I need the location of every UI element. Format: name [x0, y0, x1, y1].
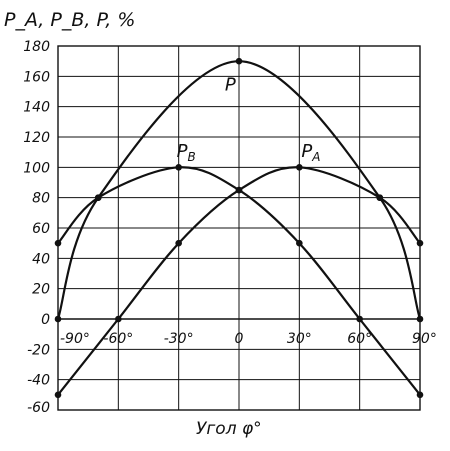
data-point [296, 239, 303, 247]
series-label-pa: PA [301, 141, 320, 164]
x-tick-label: -90° [60, 331, 90, 347]
data-point [416, 315, 424, 323]
grid [57, 45, 421, 411]
y-tick-label: -20 [27, 342, 50, 358]
data-point [94, 194, 102, 201]
y-tick-label: 140 [23, 100, 50, 116]
data-point [416, 391, 424, 399]
x-tick-label: -30° [164, 331, 194, 347]
curves [54, 57, 424, 399]
series-label-p: P [225, 75, 236, 96]
y-tick-label: 40 [32, 251, 50, 267]
y-tick-label: 160 [23, 69, 50, 85]
x-tick-label: 90° [412, 331, 437, 347]
data-point [175, 239, 182, 247]
y-tick-label: 60 [32, 221, 50, 237]
data-point [115, 315, 122, 323]
data-point [54, 239, 62, 247]
y-axis-label: P_A, P_B, P, % [4, 9, 135, 31]
y-tick-label: 100 [23, 160, 50, 176]
x-tick-label: 0 [235, 331, 244, 347]
x-tick-label: 30° [287, 331, 312, 347]
data-point [416, 239, 424, 247]
y-tick-label: 120 [23, 130, 50, 146]
x-axis-label: Угол φ° [196, 419, 262, 439]
y-tick-label: 80 [32, 191, 50, 207]
data-point [356, 315, 363, 323]
data-point [296, 164, 303, 171]
x-tick-label: 60° [347, 331, 372, 347]
y-tick-label: 20 [32, 282, 50, 298]
y-tick-label: -60 [27, 400, 50, 416]
y-tick-label: 0 [41, 312, 50, 328]
series-label-pb: PB [177, 141, 196, 164]
data-point [175, 164, 182, 171]
tick-labels: 180 160 140 120 100 80 60 40 20 0 -20 -40 -60 -90° -60… [23, 39, 437, 416]
y-tick-label: 180 [23, 39, 50, 55]
data-point [54, 391, 62, 399]
data-point [235, 57, 243, 65]
data-point [54, 315, 62, 323]
data-point [235, 186, 243, 194]
axis-labels: P_A, P_B, P, % Угол φ° P PB PA [4, 9, 320, 439]
y-tick-label: -40 [27, 373, 50, 389]
data-point [376, 194, 384, 201]
x-tick-label: -60° [103, 331, 133, 347]
